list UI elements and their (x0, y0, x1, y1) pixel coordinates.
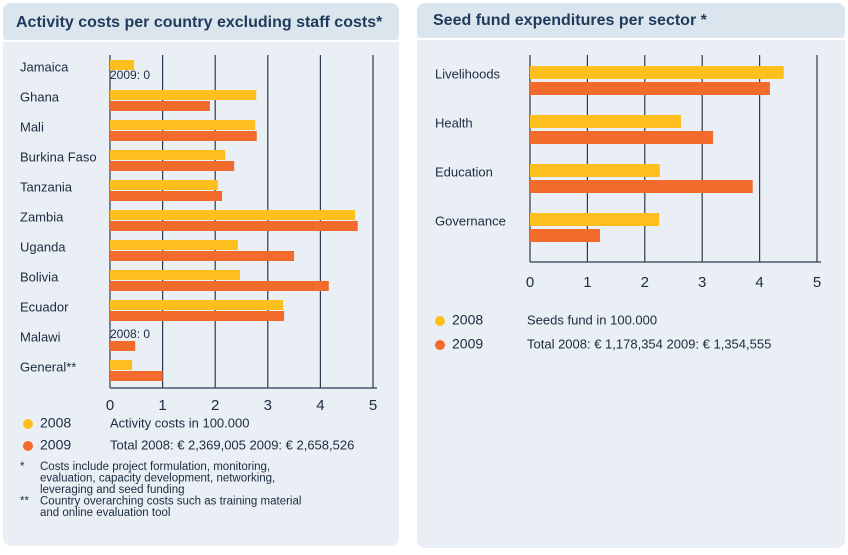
bar (110, 180, 218, 190)
bar (110, 210, 356, 220)
legend-dot (435, 316, 445, 326)
legend-dot (23, 419, 33, 429)
x-tick-label: 4 (755, 274, 763, 291)
x-tick-label: 5 (369, 397, 377, 414)
bar (110, 90, 257, 100)
x-tick-label: 5 (813, 274, 821, 291)
x-tick-label: 2 (211, 397, 219, 414)
total-note: Total 2008: € 1,178,354 2009: € 1,354,55… (527, 336, 771, 351)
bar (530, 229, 601, 242)
footnote-mark: * (20, 461, 25, 473)
bar (530, 180, 753, 193)
value-label: 2009: 0 (110, 68, 150, 82)
panel-header (3, 3, 399, 41)
x-tick-label: 1 (158, 397, 166, 414)
footnote-text: leveraging and seed funding (40, 484, 185, 496)
chart-title: Seed fund expenditures per sector * (433, 12, 708, 29)
bar (530, 115, 681, 128)
bar (110, 150, 226, 160)
bar (110, 371, 163, 381)
unit-note: Seeds fund in 100.000 (527, 312, 657, 327)
category-label: Tanzania (20, 179, 73, 194)
footnote-text: evaluation, capacity development, networ… (40, 473, 275, 485)
x-tick-label: 1 (583, 274, 591, 291)
bar (110, 240, 238, 250)
category-label: Uganda (20, 239, 66, 254)
legend-dot (435, 340, 445, 350)
bar (110, 221, 358, 231)
x-tick-label: 4 (316, 397, 324, 414)
bar (110, 60, 135, 70)
bar (530, 131, 714, 144)
bar (110, 341, 136, 351)
bar (110, 300, 284, 310)
panel (417, 3, 845, 548)
bar (110, 281, 329, 291)
category-label: Zambia (20, 209, 64, 224)
legend-label: 2009 (40, 437, 71, 453)
chart-title: Activity costs per country excluding sta… (16, 14, 383, 31)
bar (530, 213, 660, 226)
x-tick-label: 0 (106, 397, 114, 414)
footnote-mark: ** (20, 496, 29, 508)
footnote-text: Country overarching costs such as traini… (40, 496, 301, 508)
bar (110, 311, 285, 321)
bar (110, 270, 240, 280)
x-tick-label: 0 (526, 274, 534, 291)
category-label: Governance (435, 213, 506, 228)
bar (110, 131, 257, 141)
category-label: Burkina Faso (20, 149, 97, 164)
bar (530, 66, 784, 79)
value-label: 2008: 0 (110, 327, 150, 341)
x-tick-label: 2 (641, 274, 649, 291)
total-note: Total 2008: € 2,369,005 2009: € 2,658,52… (110, 437, 354, 452)
category-label: Malawi (20, 329, 61, 344)
bar (110, 101, 210, 111)
bar (530, 82, 770, 95)
bar (110, 360, 133, 370)
bar (110, 251, 295, 261)
bar (110, 191, 223, 201)
x-tick-label: 3 (264, 397, 272, 414)
category-label: Bolivia (20, 269, 59, 284)
category-label: Ghana (20, 89, 60, 104)
legend-label: 2008 (40, 415, 71, 431)
panel-header (417, 3, 845, 39)
unit-note: Activity costs in 100.000 (110, 415, 249, 430)
category-label: Health (435, 115, 473, 130)
category-label: Livelihoods (435, 66, 501, 81)
category-label: Ecuador (20, 299, 69, 314)
category-label: Jamaica (20, 59, 69, 74)
footnote-text: and online evaluation tool (40, 507, 170, 519)
bar (110, 120, 256, 130)
legend-dot (23, 441, 33, 451)
category-label: Mali (20, 119, 44, 134)
footnote-text: Costs include project formulation, monit… (40, 461, 270, 473)
category-label: General** (20, 359, 76, 374)
bar (110, 161, 235, 171)
legend-label: 2008 (452, 312, 483, 328)
legend-label: 2009 (452, 336, 483, 352)
category-label: Education (435, 164, 493, 179)
bar (530, 164, 660, 177)
x-tick-label: 3 (698, 274, 706, 291)
